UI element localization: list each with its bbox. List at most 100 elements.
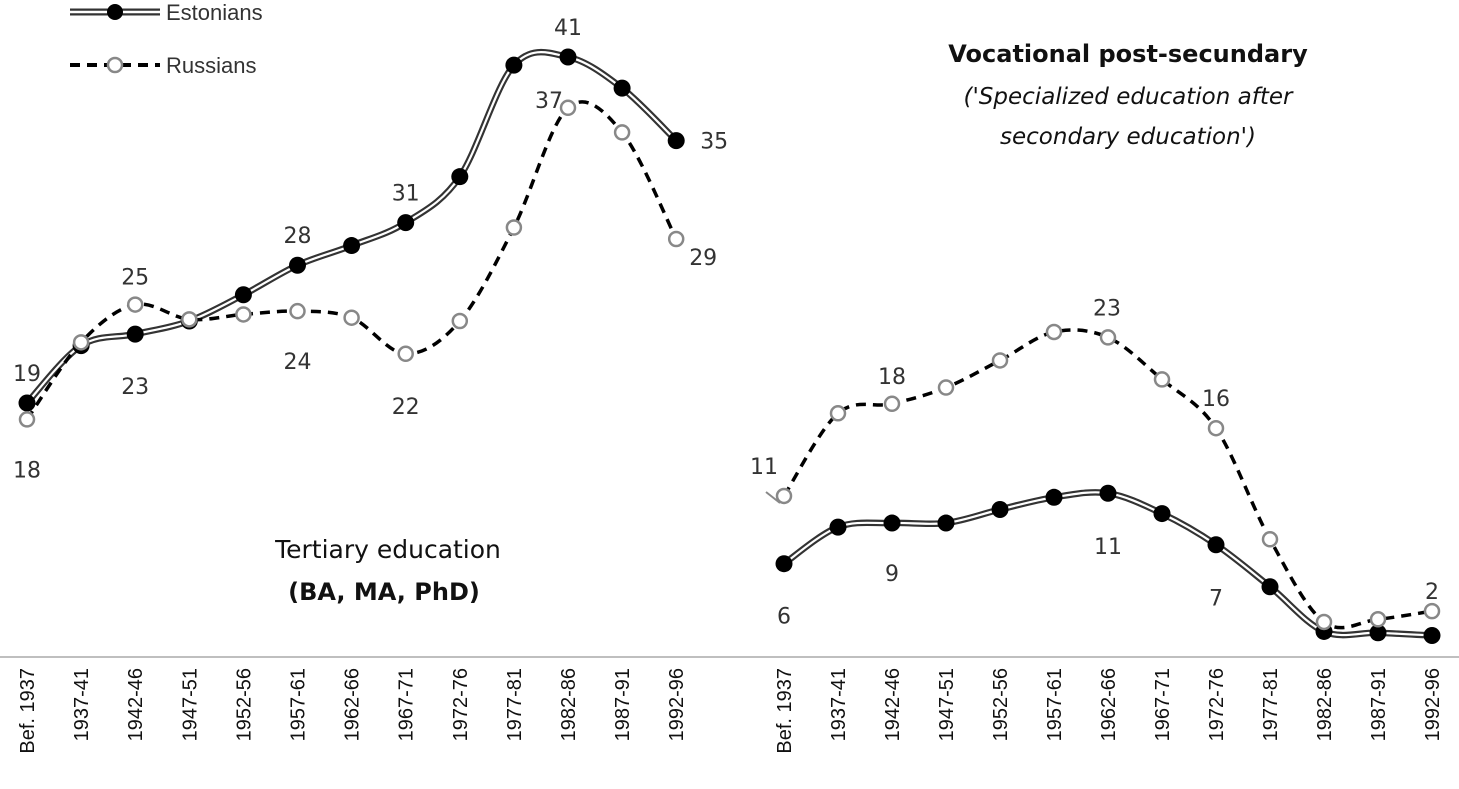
data-label-russians-5: 24 xyxy=(284,350,312,375)
series-line-estonians-outer xyxy=(780,489,1436,639)
x-tick-label: 1942-46 xyxy=(125,668,147,741)
data-point-estonians-11 xyxy=(613,79,631,97)
x-tick-label: 1987-91 xyxy=(1368,668,1390,741)
panel-tertiary-data-labels: 19 23 28 31 41 35 18 25 24 22 37 29 xyxy=(13,16,728,483)
x-tick-label: 1977-81 xyxy=(504,668,526,741)
data-point-estonians-2 xyxy=(126,325,144,343)
panel-tertiary-lines xyxy=(23,48,680,421)
data-label-estonians-2: 9 xyxy=(885,562,899,587)
data-label-estonians-7: 31 xyxy=(392,182,420,207)
data-label-estonians-8: 7 xyxy=(1209,587,1223,612)
data-point-russians-8 xyxy=(1207,419,1225,437)
data-label-russians-12: 2 xyxy=(1425,580,1439,605)
data-label-estonians-10: 41 xyxy=(554,16,582,41)
panel-vocational-subtitle-line1: ('Specialized education after xyxy=(964,84,1294,110)
x-tick-label: 1937-41 xyxy=(828,668,850,741)
data-point-estonians-6 xyxy=(343,237,361,255)
x-tick-label: 1992-96 xyxy=(1422,668,1444,741)
data-label-russians-10: 37 xyxy=(535,89,563,114)
series-line-estonians-inner xyxy=(25,51,678,405)
x-tick-label: Bef. 1937 xyxy=(774,668,796,754)
data-label-estonians-0: 19 xyxy=(13,362,41,387)
x-tick-label: 1952-56 xyxy=(990,668,1012,741)
data-point-russians-12 xyxy=(1423,602,1441,620)
data-label-estonians-0: 6 xyxy=(777,605,791,630)
x-tick-label: 1952-56 xyxy=(233,668,255,741)
data-point-russians-3 xyxy=(181,311,198,328)
data-point-russians-2 xyxy=(883,395,901,413)
data-point-estonians-2 xyxy=(883,514,901,532)
series-line-estonians-outer xyxy=(23,48,680,407)
data-label-russians-0: 11 xyxy=(750,455,778,480)
data-point-estonians-4 xyxy=(991,501,1009,518)
data-point-russians-9 xyxy=(1261,531,1279,548)
data-label-russians-12: 29 xyxy=(689,246,717,271)
data-label-estonians-2: 23 xyxy=(121,375,149,400)
x-tick-label: 1972-76 xyxy=(450,668,472,741)
x-tick-label: 1977-81 xyxy=(1260,668,1282,741)
data-point-russians-8 xyxy=(451,312,469,330)
data-point-estonians-5 xyxy=(1045,488,1063,506)
data-point-russians-11 xyxy=(613,124,631,141)
panel-tertiary-title: Tertiary education xyxy=(274,535,501,564)
data-point-estonians-7 xyxy=(397,214,415,232)
data-point-estonians-7 xyxy=(1153,505,1171,523)
panel-tertiary: Tertiary education (BA, MA, PhD) 19 23 28 3… xyxy=(13,16,728,754)
data-point-russians-0 xyxy=(775,487,793,505)
legend: Estonians Russians xyxy=(70,0,263,78)
data-point-estonians-5 xyxy=(289,256,306,274)
panel-tertiary-subtitle: (BA, MA, PhD) xyxy=(288,578,480,606)
legend-marker-estonians xyxy=(107,4,123,20)
data-point-russians-1 xyxy=(72,334,90,351)
series-line-estonians-inner xyxy=(782,491,1434,637)
data-label-russians-2: 18 xyxy=(878,365,906,390)
data-label-estonians-12: 35 xyxy=(700,130,728,155)
panel-vocational-title: Vocational post-secundary xyxy=(948,40,1308,68)
data-point-estonians-3 xyxy=(937,514,955,532)
data-point-russians-7 xyxy=(397,345,414,363)
data-point-russians-5 xyxy=(1045,323,1063,341)
data-point-russians-3 xyxy=(937,379,955,396)
x-tick-label: 1962-66 xyxy=(342,668,364,741)
x-tick-label: 1992-96 xyxy=(666,668,688,741)
x-tick-label: 1947-51 xyxy=(936,668,958,741)
x-tick-label: Bef. 1937 xyxy=(17,668,39,754)
data-label-russians-8: 16 xyxy=(1202,387,1230,412)
data-label-russians-7: 22 xyxy=(392,395,420,420)
data-point-russians-4 xyxy=(991,352,1009,369)
data-point-russians-12 xyxy=(667,230,685,248)
data-point-estonians-6 xyxy=(1099,484,1117,502)
data-point-estonians-11 xyxy=(1369,624,1387,642)
x-tick-label: 1937-41 xyxy=(71,668,93,741)
data-label-russians-2: 25 xyxy=(121,266,149,291)
legend-entry-estonians: Estonians xyxy=(70,0,263,25)
panel-tertiary-markers xyxy=(18,48,685,428)
data-point-estonians-4 xyxy=(234,286,252,304)
data-point-estonians-12 xyxy=(1423,627,1441,645)
data-point-estonians-0 xyxy=(775,555,793,573)
x-tick-label: 1967-71 xyxy=(1152,668,1174,741)
panel-vocational: Vocational post-secundary ('Specialized … xyxy=(750,40,1444,754)
data-point-russians-10 xyxy=(559,99,577,117)
data-label-russians-6: 23 xyxy=(1093,296,1121,321)
data-point-russians-5 xyxy=(289,302,306,320)
data-label-estonians-6: 11 xyxy=(1094,535,1122,560)
panel-vocational-subtitle-line2: secondary education') xyxy=(1000,124,1256,150)
x-tick-label: 1967-71 xyxy=(396,668,418,741)
legend-marker-russians xyxy=(106,56,124,74)
x-tick-label: 1987-91 xyxy=(612,668,634,741)
data-label-estonians-5: 28 xyxy=(284,224,312,249)
x-tick-label: 1947-51 xyxy=(179,668,201,741)
data-point-russians-9 xyxy=(505,219,523,236)
panel-tertiary-x-ticks: Bef. 1937 1937-41 1942-46 1947-51 1952-56 195… xyxy=(17,668,688,754)
x-tick-label: 1962-66 xyxy=(1098,668,1120,741)
data-point-russians-2 xyxy=(126,296,144,313)
panel-vocational-x-ticks: Bef. 1937 1937-41 1942-46 1947-51 1952-56 195… xyxy=(774,668,1444,754)
series-line-russians xyxy=(25,100,678,421)
data-point-estonians-10 xyxy=(559,48,577,66)
legend-label-russians: Russians xyxy=(166,53,256,78)
x-tick-label: 1982-86 xyxy=(1314,668,1336,741)
data-point-estonians-8 xyxy=(1207,536,1225,554)
data-point-estonians-0 xyxy=(18,394,36,412)
